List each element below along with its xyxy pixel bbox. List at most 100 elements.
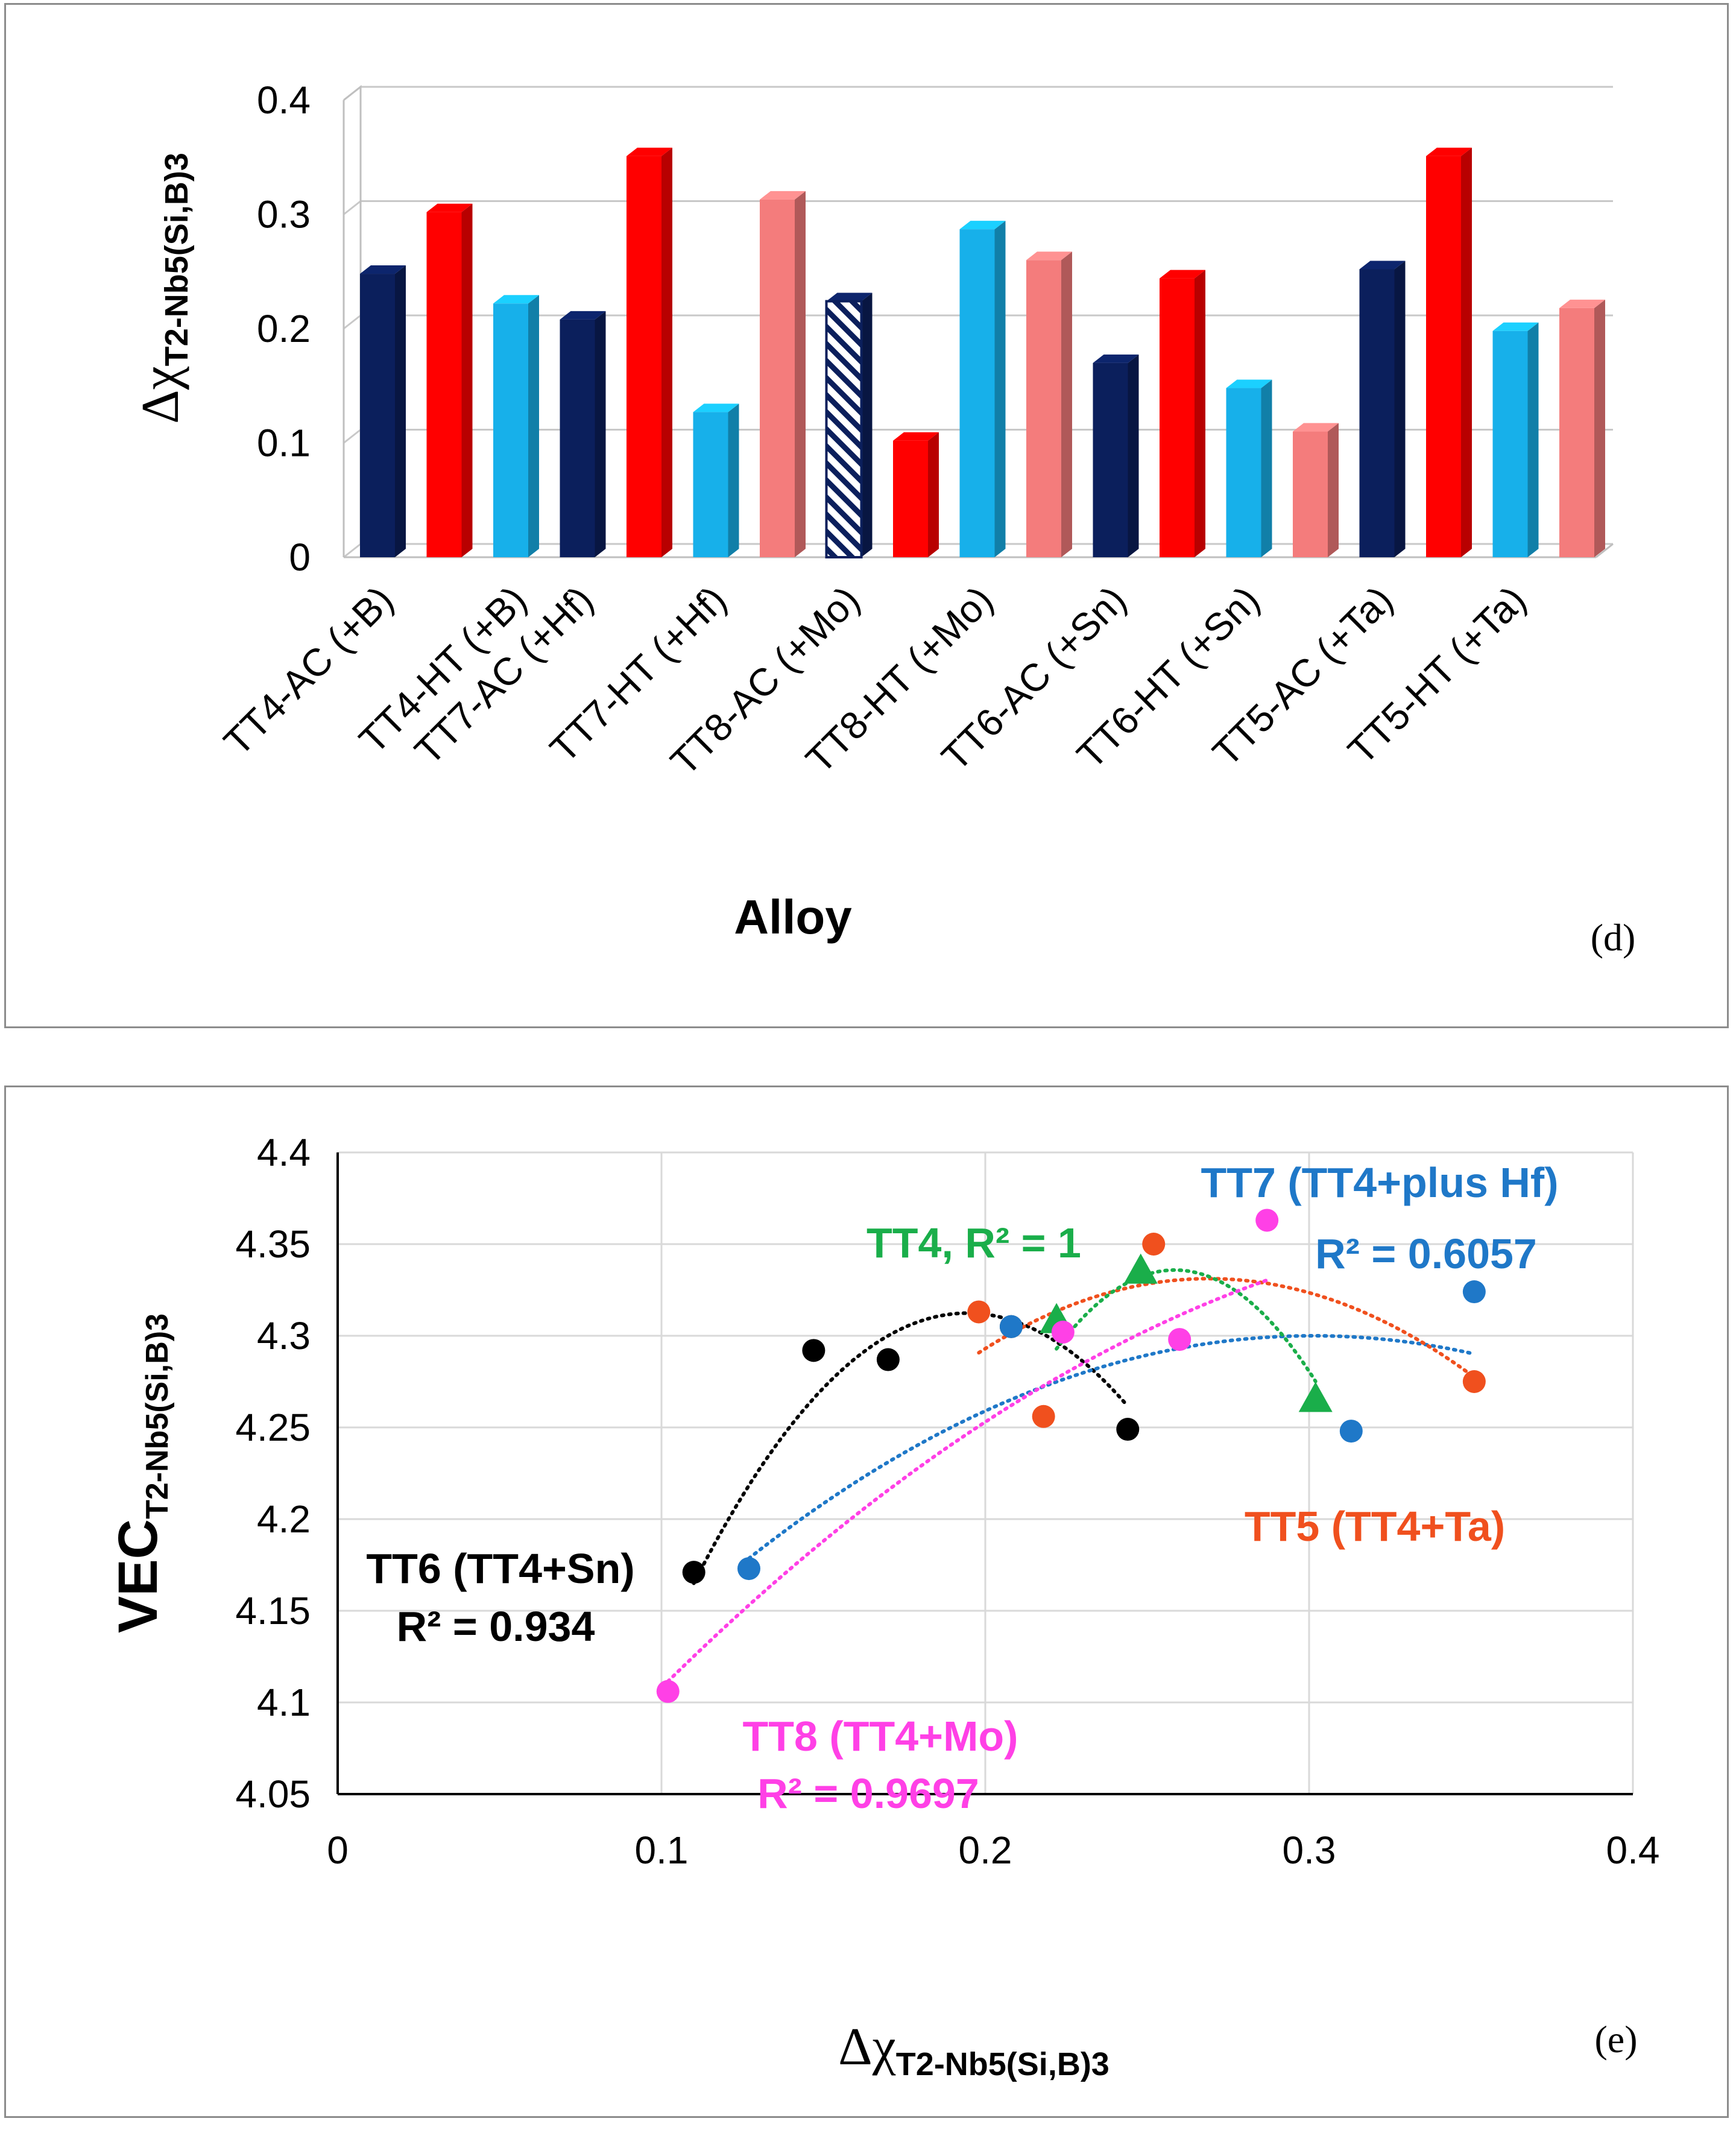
bar-top: [693, 403, 739, 412]
panel-label: (e): [1594, 2018, 1637, 2061]
data-point: [1168, 1328, 1192, 1351]
y-tick-label: 4.35: [235, 1222, 311, 1266]
bar-front: [1293, 431, 1328, 557]
y-axis-title-main: Δχ: [131, 366, 190, 424]
y-tick-label: 4.15: [235, 1589, 311, 1632]
bar-front: [627, 156, 661, 557]
bar: [1160, 270, 1205, 557]
x-tick-label: 0.2: [959, 1828, 1012, 1872]
x-tick-label: 0.1: [635, 1828, 689, 1872]
bar-side: [595, 311, 606, 557]
bar-side: [528, 295, 539, 557]
y-tick-labels: 0 0.1 0.2 0.3 0.4: [257, 78, 311, 579]
trendline: [1055, 1268, 1318, 1383]
bar-top: [1026, 251, 1072, 261]
x-axis-title-subscript: T2-Nb5(Si,B)3: [896, 2046, 1109, 2082]
y-axis-title-subscript: T2-Nb5(Si,B)3: [159, 153, 195, 366]
y-tick-label: 0.1: [257, 422, 311, 465]
bar: [1359, 261, 1406, 557]
bar-top: [1226, 379, 1272, 388]
bar-top: [493, 295, 539, 304]
bar: [693, 403, 739, 557]
bar-side: [1461, 147, 1472, 558]
bar-front: [1359, 269, 1395, 557]
bar: [360, 265, 406, 557]
y-tick-label: 4.05: [235, 1772, 311, 1816]
bar-top: [893, 432, 939, 441]
data-point: [876, 1348, 900, 1371]
grid: [336, 1151, 1634, 1795]
bar: [825, 292, 873, 558]
x-tick-label: 0.4: [1606, 1828, 1660, 1872]
bar-side: [994, 221, 1006, 557]
x-axis-title: Alloy: [734, 890, 852, 944]
bar-top: [1359, 261, 1406, 270]
bar: [760, 191, 806, 557]
gridline-side: [343, 314, 361, 330]
bar-front: [1160, 278, 1195, 557]
bar-front: [426, 212, 462, 558]
bar-front: [1492, 330, 1528, 557]
bar: [426, 203, 473, 558]
bar-side: [1261, 379, 1272, 557]
bar-top: [560, 311, 606, 320]
y-axis-title-main: VEC: [107, 1519, 169, 1633]
tt6-series-label: TT6 (TT4+Sn): [366, 1545, 634, 1592]
panel-label: (d): [1591, 916, 1636, 959]
y-tick-label: 4.4: [257, 1131, 311, 1174]
bar-side: [728, 403, 739, 557]
data-points: [656, 1209, 1486, 1703]
x-tick-labels: TT4-AC (+B)TT4-HT (+B)TT7-AC (+Hf)TT7-HT…: [215, 578, 1534, 783]
data-point: [737, 1557, 760, 1581]
data-point: [1032, 1405, 1055, 1428]
bar-chart-panel: 0 0.1 0.2 0.3 0.4 TT4-AC (+B) TT4-HT (+B) TT7-…: [4, 3, 1729, 1028]
y-tick-label: 4.25: [235, 1406, 311, 1449]
data-point: [656, 1680, 680, 1703]
tt8-r2-label: R² = 0.9697: [757, 1770, 979, 1817]
trendline: [666, 1278, 1269, 1684]
bar-top: [760, 191, 806, 200]
bar-front: [1559, 308, 1594, 557]
data-point: [1142, 1233, 1166, 1256]
bar-front: [360, 274, 395, 557]
bar: [1492, 322, 1539, 557]
bar-top: [360, 265, 406, 274]
bar-side: [1195, 270, 1205, 557]
y-tick-label: 0.2: [257, 307, 311, 350]
x-tick-label: 0: [327, 1828, 349, 1872]
y-tick-label: 0.4: [257, 78, 311, 122]
y-axis-title-subscript: T2-Nb5(Si,B)3: [140, 1313, 175, 1519]
bar: [493, 295, 539, 557]
data-point: [1462, 1280, 1486, 1304]
bar: [560, 311, 606, 557]
tt7-series-label: TT7 (TT4+plus Hf): [1201, 1159, 1558, 1206]
gridline-side: [343, 200, 361, 215]
floor-right-edge: [1596, 543, 1614, 558]
y-axis-title: VECT2-Nb5(Si,B)3: [107, 1313, 175, 1633]
bar-side: [861, 292, 873, 557]
y-tick-labels: 4.05 4.1 4.15 4.2 4.25 4.3 4.35 4.4: [235, 1131, 311, 1816]
bar-side: [928, 432, 939, 557]
bar-front: [760, 199, 795, 557]
bar-front: [825, 300, 863, 558]
data-point: [999, 1315, 1023, 1338]
data-point: [1298, 1382, 1333, 1412]
bar-top: [1160, 270, 1205, 279]
x-axis-title-main: Δχ: [838, 2018, 896, 2076]
bar-side: [1527, 322, 1539, 557]
data-point: [682, 1561, 705, 1584]
y-tick-label: 0: [289, 536, 311, 579]
trendlines: [666, 1268, 1476, 1684]
x-tick-labels: 0 0.1 0.2 0.3 0.4: [327, 1828, 1659, 1872]
bar-chart: 0 0.1 0.2 0.3 0.4 TT4-AC (+B)TT4-HT (+B)TT7-…: [131, 78, 1636, 959]
bar-front: [1426, 156, 1461, 557]
bar-side: [1061, 251, 1072, 557]
data-point: [967, 1300, 991, 1324]
bar-side: [461, 203, 473, 558]
back-wall-edge: [343, 84, 362, 544]
y-tick-label: 4.3: [257, 1314, 311, 1357]
tt4-r2-label: TT4, R² = 1: [866, 1219, 1081, 1266]
bar-top: [426, 203, 473, 212]
bar-front: [1226, 388, 1261, 557]
bar-front: [893, 440, 928, 557]
